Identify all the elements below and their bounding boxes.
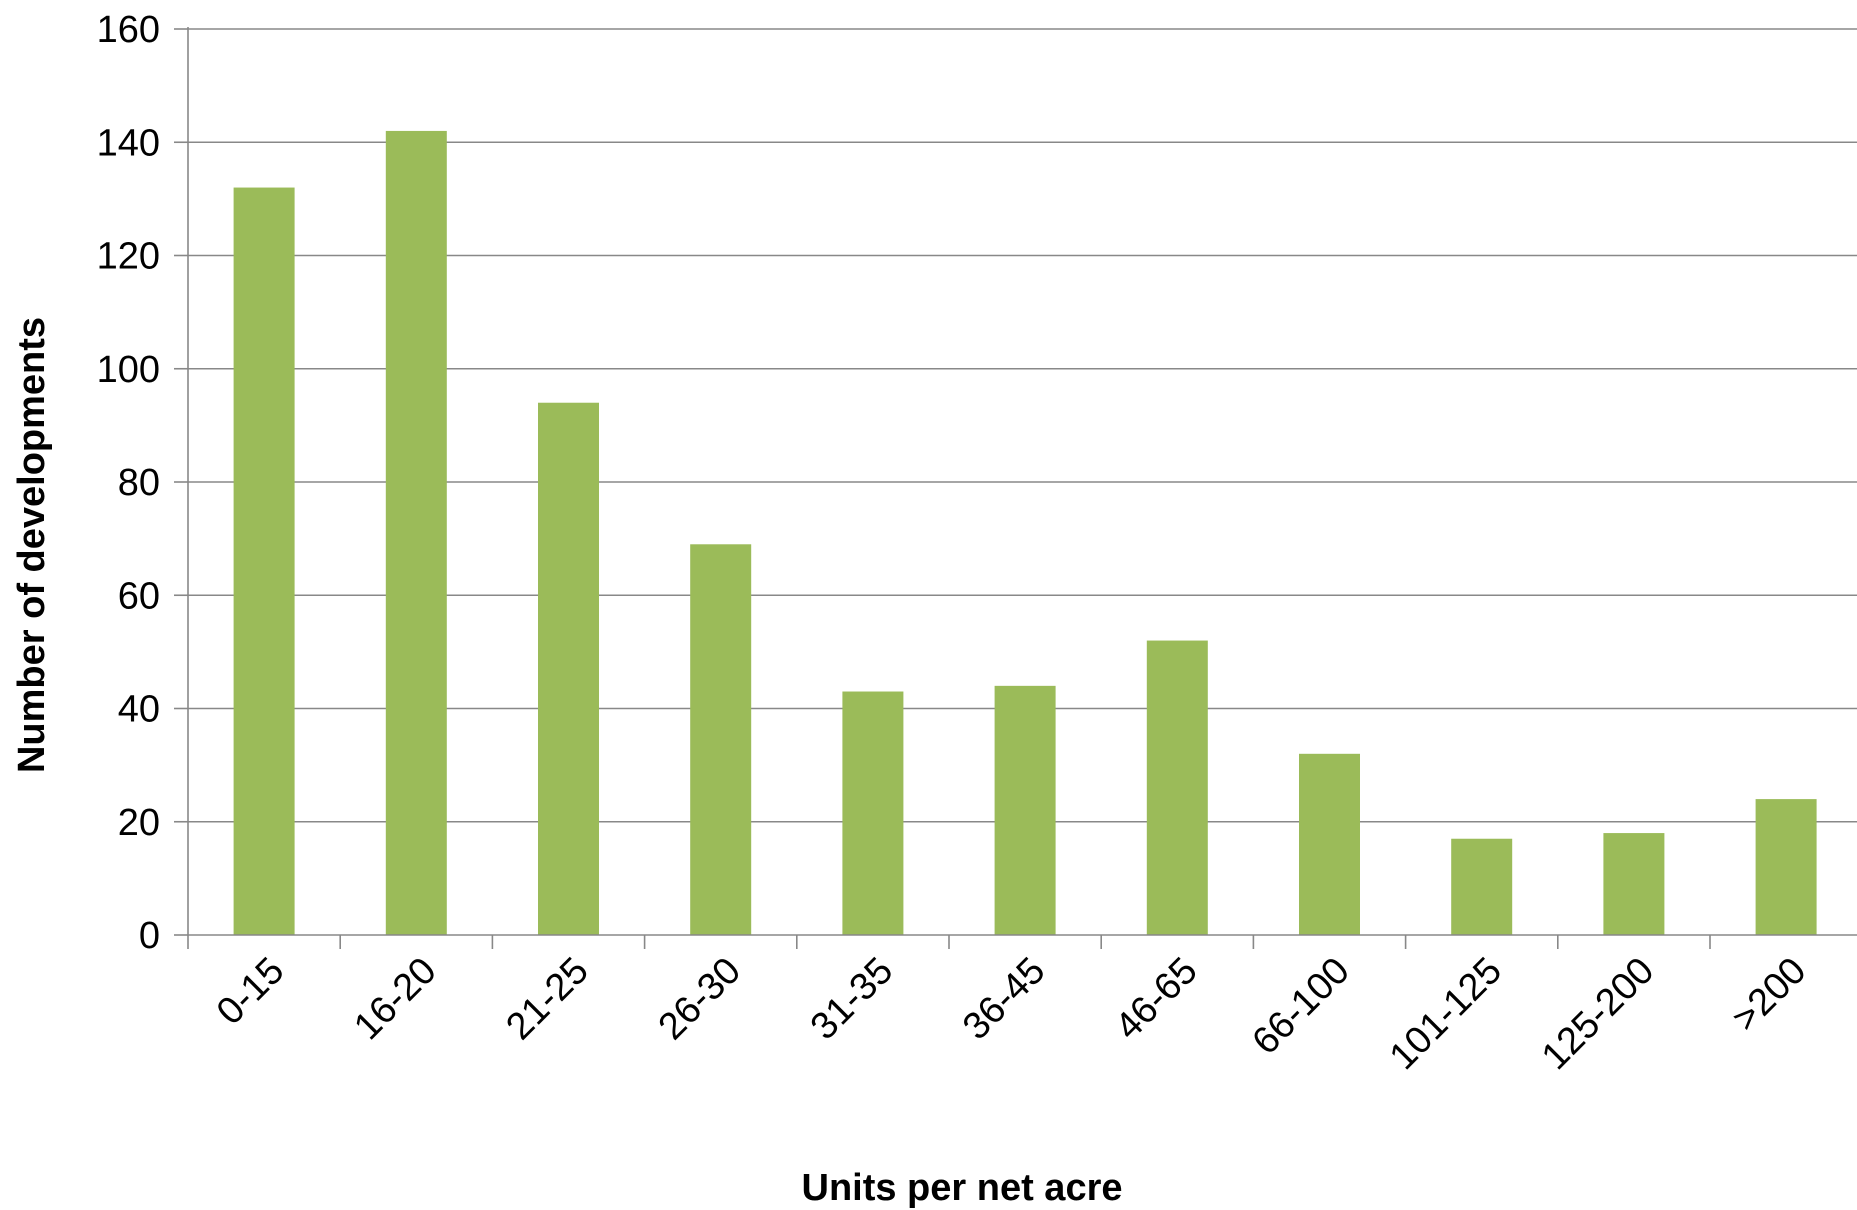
- x-tick-label: 125-200: [1534, 950, 1662, 1078]
- y-tick-label: 0: [139, 915, 160, 957]
- bar-46-65: [1146, 640, 1208, 935]
- bar->200: [1755, 799, 1817, 935]
- x-tick-label: >200: [1724, 950, 1814, 1040]
- bar-101-125: [1451, 838, 1513, 935]
- bar-36-45: [994, 685, 1056, 935]
- bar-0-15: [233, 187, 295, 936]
- bars: [233, 130, 1817, 936]
- x-tick-label: 0-15: [209, 950, 292, 1033]
- bar-16-20: [385, 130, 447, 936]
- y-tick-label: 160: [97, 9, 160, 51]
- x-tick-label: 16-20: [346, 950, 444, 1048]
- x-tick-label: 31-35: [803, 950, 901, 1048]
- x-tick-label: 26-30: [651, 950, 749, 1048]
- bar-125-200: [1603, 833, 1665, 935]
- bar-31-35: [842, 691, 904, 935]
- x-tick-label: 46-65: [1107, 950, 1205, 1048]
- y-tick-label: 120: [97, 236, 160, 278]
- y-tick-label: 80: [118, 462, 160, 504]
- x-tick-label: 101-125: [1382, 950, 1510, 1078]
- bar-21-25: [538, 402, 599, 936]
- x-tick-label: 36-45: [955, 950, 1053, 1048]
- x-tick-label: 21-25: [498, 950, 596, 1048]
- y-tick-label: 140: [97, 122, 160, 164]
- y-tick-label: 100: [97, 349, 160, 391]
- y-tick-label: 40: [118, 689, 160, 731]
- x-tick-label: 66-100: [1244, 950, 1357, 1063]
- x-tick-labels: 0-15 16-20 21-25 26-30 31-35 36-45 46-65 66-100…: [209, 950, 1814, 1078]
- y-tick-label: 20: [118, 802, 160, 844]
- x-axis-title: Units per net acre: [802, 1167, 1123, 1209]
- axes: [174, 27, 1857, 949]
- bar-26-30: [690, 544, 752, 935]
- bar-66-100: [1299, 753, 1360, 935]
- y-axis-title: Number of developments: [11, 317, 53, 773]
- y-tick-label: 60: [118, 575, 160, 617]
- gridlines: [188, 28, 1857, 823]
- y-tick-labels: 0 20 40 60 80 100 120 140 160: [97, 9, 160, 957]
